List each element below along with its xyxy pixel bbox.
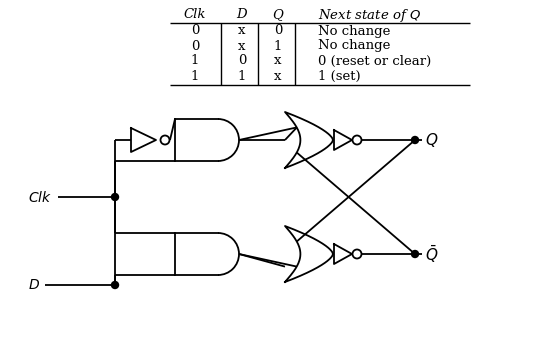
Text: $Q$: $Q$ [425, 131, 439, 149]
Text: x: x [238, 25, 246, 37]
Text: Clk: Clk [184, 8, 206, 21]
Text: $\bar{Q}$: $\bar{Q}$ [425, 244, 439, 265]
Circle shape [352, 250, 362, 259]
Text: No change: No change [318, 40, 390, 52]
Text: x: x [238, 40, 246, 52]
Text: $Clk$: $Clk$ [28, 189, 52, 204]
Circle shape [112, 194, 118, 201]
Text: x: x [274, 70, 281, 83]
Text: 0: 0 [191, 40, 199, 52]
Text: 0: 0 [238, 55, 246, 68]
Text: x: x [274, 55, 281, 68]
Circle shape [160, 135, 170, 145]
Text: No change: No change [318, 25, 390, 37]
Text: 1: 1 [238, 70, 246, 83]
Text: 0: 0 [274, 25, 282, 37]
Text: 1: 1 [191, 55, 199, 68]
Text: Next state of $Q$: Next state of $Q$ [318, 7, 421, 23]
Circle shape [112, 281, 118, 288]
Text: 1: 1 [191, 70, 199, 83]
Circle shape [411, 136, 419, 144]
Text: 0 (reset or clear): 0 (reset or clear) [318, 55, 431, 68]
Text: Q: Q [273, 8, 284, 21]
Text: $D$: $D$ [28, 278, 40, 292]
Text: 0: 0 [191, 25, 199, 37]
Circle shape [352, 135, 362, 145]
Text: D: D [237, 8, 247, 21]
Text: 1 (set): 1 (set) [318, 70, 361, 83]
Circle shape [411, 251, 419, 258]
Text: 1: 1 [274, 40, 282, 52]
